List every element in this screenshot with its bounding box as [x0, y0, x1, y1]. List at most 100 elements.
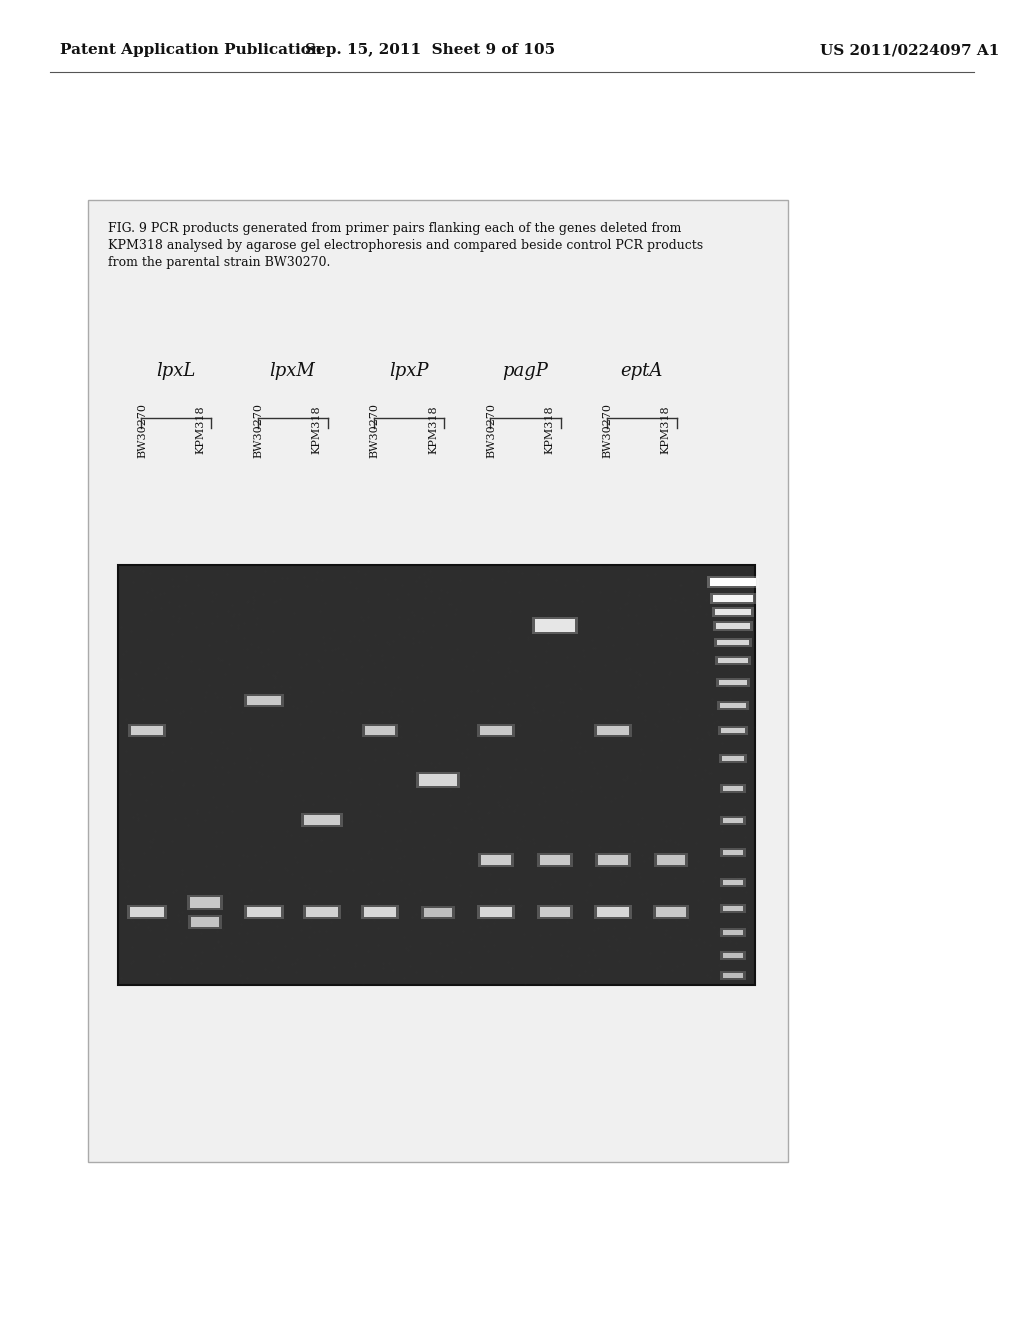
Bar	[531, 616, 578, 634]
Bar	[537, 853, 572, 867]
Bar	[477, 906, 515, 919]
Bar	[360, 906, 399, 919]
Bar	[128, 723, 166, 737]
Bar	[424, 908, 453, 916]
Bar	[723, 785, 743, 791]
Text: Sep. 15, 2011  Sheet 9 of 105: Sep. 15, 2011 Sheet 9 of 105	[305, 44, 555, 57]
Bar	[188, 915, 222, 929]
Bar	[723, 850, 743, 854]
Bar	[477, 723, 515, 737]
Text: KPM318: KPM318	[196, 405, 205, 454]
Bar	[717, 701, 749, 710]
Bar	[480, 907, 512, 917]
Bar	[537, 906, 572, 919]
Bar	[247, 907, 281, 917]
Bar	[480, 726, 512, 734]
Bar	[88, 201, 788, 1162]
Text: KPM318: KPM318	[660, 405, 671, 454]
Bar	[656, 907, 686, 917]
Bar	[714, 638, 752, 647]
Text: lpxL: lpxL	[157, 362, 196, 380]
Bar	[594, 723, 632, 737]
Bar	[654, 853, 688, 867]
Bar	[720, 970, 746, 979]
Bar	[540, 907, 569, 917]
Bar	[191, 917, 219, 927]
Bar	[303, 906, 341, 919]
Bar	[723, 906, 743, 911]
Bar	[597, 726, 629, 734]
Bar	[723, 929, 743, 935]
Bar	[717, 639, 749, 644]
Bar	[535, 619, 574, 631]
Bar	[598, 855, 628, 865]
Bar	[481, 855, 511, 865]
Bar	[187, 895, 223, 909]
Bar	[723, 973, 743, 978]
Text: FIG. 9 PCR products generated from primer pairs flanking each of the genes delet: FIG. 9 PCR products generated from prime…	[108, 222, 681, 235]
Bar	[421, 906, 455, 919]
Bar	[707, 576, 759, 587]
Bar	[712, 607, 754, 616]
Bar	[720, 784, 746, 792]
Bar	[416, 772, 460, 788]
Text: Patent Application Publication: Patent Application Publication	[60, 44, 322, 57]
Bar	[594, 906, 632, 919]
Bar	[540, 855, 569, 865]
Text: KPM318: KPM318	[428, 405, 438, 454]
Bar	[722, 755, 744, 760]
Bar	[716, 677, 750, 686]
Bar	[720, 878, 746, 887]
Bar	[720, 950, 746, 960]
Bar	[247, 696, 281, 705]
Bar	[657, 855, 685, 865]
Text: lpxP: lpxP	[389, 362, 429, 380]
Bar	[244, 693, 284, 706]
Text: KPM318: KPM318	[311, 405, 322, 454]
Bar	[713, 620, 753, 631]
Bar	[719, 680, 746, 685]
Text: KPM318 analysed by agarose gel electrophoresis and compared beside control PCR p: KPM318 analysed by agarose gel electroph…	[108, 239, 703, 252]
Bar	[715, 609, 751, 615]
Bar	[723, 953, 743, 957]
Bar	[716, 623, 750, 630]
Bar	[710, 578, 756, 586]
Text: KPM318: KPM318	[545, 405, 555, 454]
Bar	[723, 817, 743, 822]
Text: from the parental strain BW30270.: from the parental strain BW30270.	[108, 256, 331, 269]
Text: US 2011/0224097 A1: US 2011/0224097 A1	[820, 44, 999, 57]
Bar	[720, 816, 746, 825]
Bar	[365, 726, 395, 734]
Bar	[720, 903, 746, 912]
Bar	[597, 907, 629, 917]
Bar	[713, 594, 753, 602]
Bar	[130, 907, 164, 917]
Bar	[595, 853, 631, 867]
Bar	[190, 896, 220, 908]
Bar	[478, 853, 514, 867]
Bar	[718, 726, 748, 734]
Bar	[244, 906, 284, 919]
Text: lpxM: lpxM	[269, 362, 315, 380]
Bar	[131, 726, 163, 734]
Text: BW30270: BW30270	[137, 403, 147, 458]
Bar	[304, 814, 340, 825]
Text: eptA: eptA	[621, 362, 663, 380]
Bar	[710, 593, 756, 603]
Bar	[720, 928, 746, 936]
Bar	[715, 656, 751, 664]
Bar	[720, 702, 746, 708]
Bar	[127, 906, 167, 919]
Bar	[721, 727, 745, 733]
Bar	[718, 657, 748, 663]
Bar	[719, 754, 746, 763]
Bar	[118, 565, 755, 985]
Bar	[361, 723, 398, 737]
Bar	[723, 879, 743, 884]
Text: BW30270: BW30270	[370, 403, 380, 458]
Bar	[653, 906, 689, 919]
Text: BW30270: BW30270	[603, 403, 612, 458]
Bar	[301, 813, 343, 828]
Bar	[419, 774, 457, 785]
Bar	[364, 907, 396, 917]
